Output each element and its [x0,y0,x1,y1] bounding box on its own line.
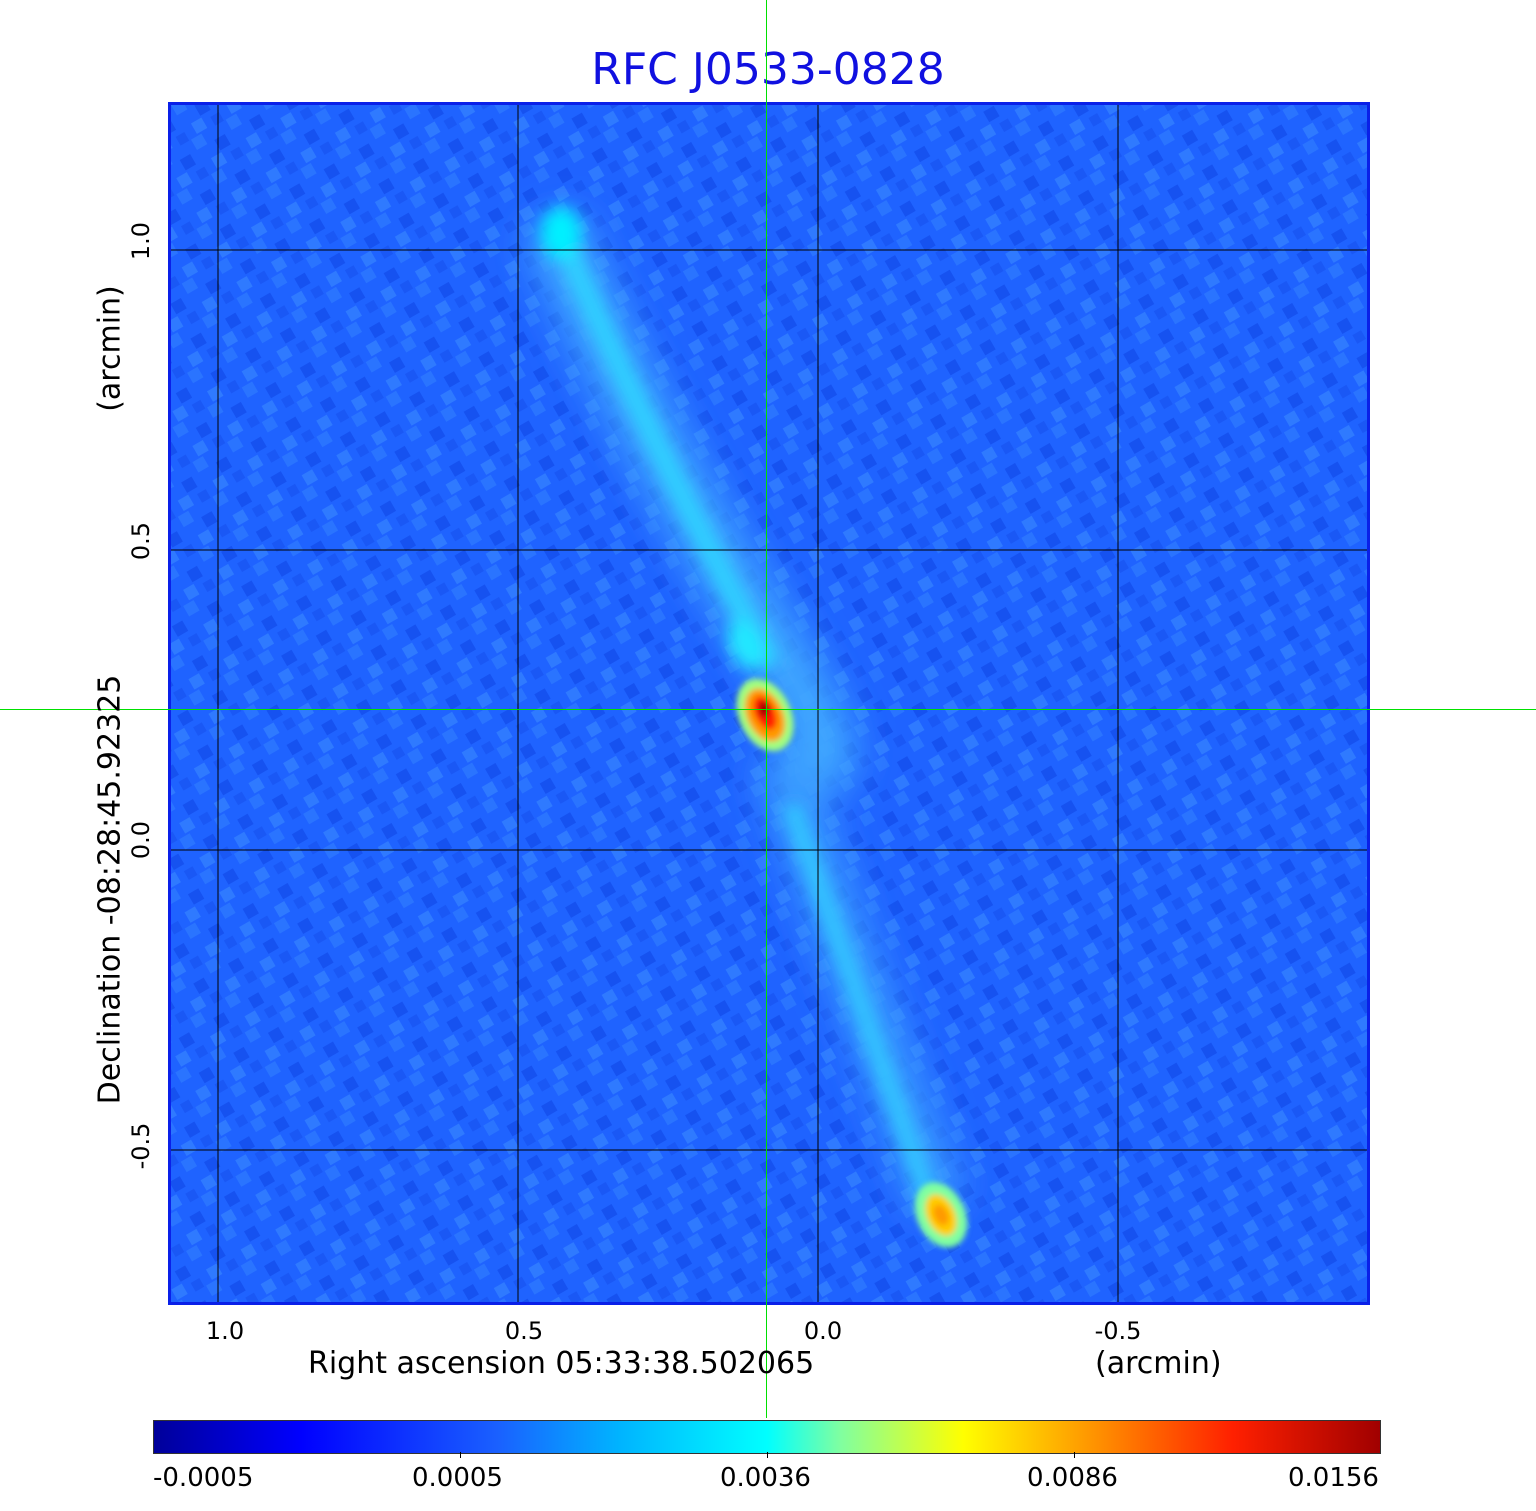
x-tick: -0.5 [1094,1317,1142,1345]
y-tick: -0.5 [127,1122,155,1170]
y-tick: 0.5 [127,521,155,561]
y-axis-label: Declination -08:28:45.92325 [92,674,128,1105]
colorbar-tick: 0.0156 [1288,1463,1379,1493]
colorbar [153,1420,1381,1454]
x-axis-label: Right ascension 05:33:38.502065 [308,1346,815,1381]
colorbar-tick-mark [767,1452,768,1458]
colorbar-tick: 0.0086 [1027,1463,1118,1493]
crosshair-horizontal [0,709,1536,710]
y-axis-unit: (arcmin) [92,285,128,412]
x-tick: 1.0 [205,1317,245,1345]
y-tick: 1.0 [127,221,155,261]
x-axis-unit: (arcmin) [1095,1346,1222,1381]
coordinate-grid [171,105,1367,1302]
x-tick: 0.5 [504,1317,544,1345]
radio-image[interactable] [168,102,1370,1305]
north-hotspot [541,207,581,259]
colorbar-tick: 0.0036 [720,1463,811,1493]
radio-image-canvas [171,105,1367,1302]
colorbar-tick: 0.0005 [412,1463,503,1493]
colorbar-tick: -0.0005 [153,1463,254,1493]
x-tick: 0.0 [803,1317,843,1345]
y-tick: 0.0 [127,820,155,860]
colorbar-tick-mark [1074,1452,1075,1458]
colorbar-tick-mark [460,1452,461,1458]
plot-title: RFC J0533-0828 [591,44,945,95]
